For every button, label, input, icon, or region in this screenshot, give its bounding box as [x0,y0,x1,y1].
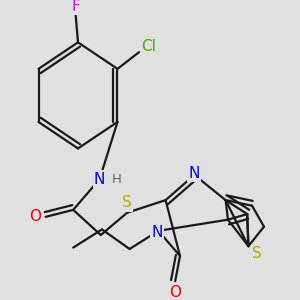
Text: O: O [169,285,181,300]
Text: S: S [252,246,262,261]
Text: O: O [29,209,41,224]
Text: S: S [122,195,132,210]
Text: N: N [94,172,105,187]
Text: Cl: Cl [141,39,156,54]
Text: F: F [71,0,80,14]
Text: N: N [152,225,163,240]
Text: H: H [112,173,121,186]
Text: N: N [189,166,200,181]
